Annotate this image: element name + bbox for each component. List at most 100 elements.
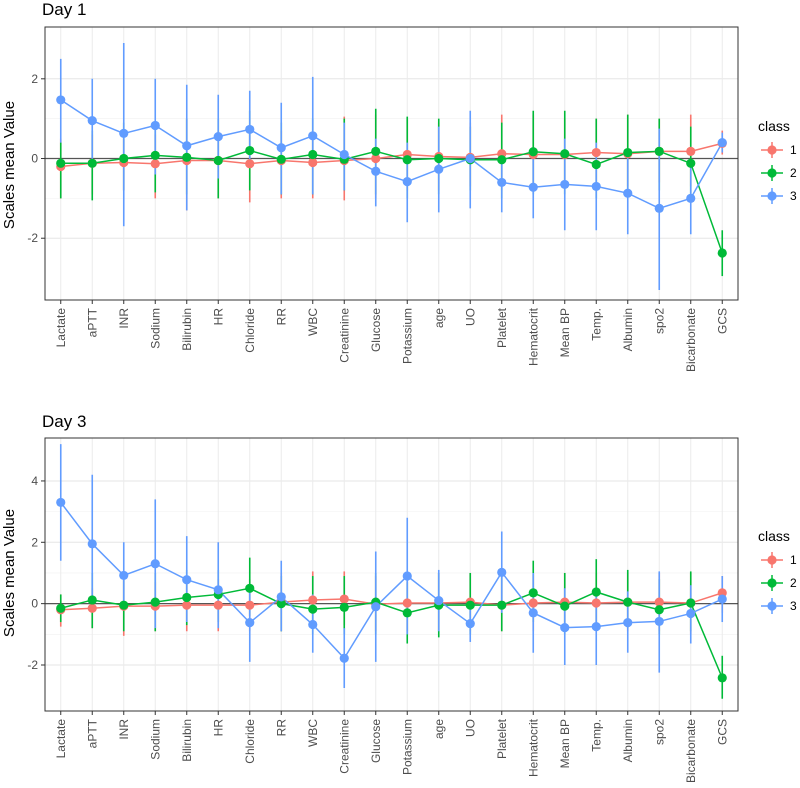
data-point-chloride <box>245 583 255 593</box>
data-point-rr <box>276 599 286 609</box>
series-line-1 <box>60 592 723 611</box>
x-tick-label-bicarbonate: Bicarbonate <box>684 719 698 783</box>
legend-items: 1 2 3 <box>761 552 797 614</box>
data-point-hematocrit <box>528 147 538 157</box>
data-point-chloride <box>245 124 255 135</box>
data-point-albumin <box>623 597 633 607</box>
data-point-rr <box>276 592 286 602</box>
data-point-creatinine <box>339 653 349 663</box>
data-point-sodium <box>150 159 160 169</box>
x-tick-label-bilirubin: Bilirubin <box>180 308 194 351</box>
data-point-platelet <box>497 177 507 188</box>
data-point-temp <box>591 181 601 192</box>
legend-label: 1 <box>790 143 797 157</box>
data-point-lactate <box>56 603 66 613</box>
panel-title: Day 1 <box>42 0 86 19</box>
x-tick-label-sodium: Sodium <box>148 308 162 349</box>
data-point-spo2 <box>654 605 664 615</box>
x-tick-label-platelet: Platelet <box>495 307 509 348</box>
x-tick-label-gcs: GCS <box>715 719 729 745</box>
data-point-hematocrit <box>528 588 538 598</box>
data-point-glucose <box>371 146 381 156</box>
data-point-aptt <box>87 116 97 126</box>
x-tick-label-temp: Temp. <box>589 308 603 341</box>
data-point-hematocrit <box>528 182 538 192</box>
data-point-wbc <box>308 131 318 141</box>
legend-key-point <box>767 191 777 201</box>
x-tick-label-wbc: WBC <box>306 308 320 336</box>
data-point-gcs <box>717 673 727 683</box>
data-point-temp <box>591 622 601 632</box>
legend-title: class <box>758 528 790 544</box>
legend-key-point <box>767 578 777 588</box>
x-tick-label-hr: HR <box>211 719 225 737</box>
x-tick-label-aptt: aPTT <box>85 307 99 337</box>
legend-key-point <box>767 168 777 178</box>
series-line-3 <box>60 99 723 210</box>
series-2 <box>59 557 724 699</box>
x-tick-label-spo2: spo2 <box>652 719 666 745</box>
data-point-glucose <box>371 153 381 164</box>
data-point-wbc <box>308 619 318 630</box>
series-line-2 <box>60 587 723 679</box>
data-point-potassium <box>402 608 412 618</box>
x-tick-label-creatinine: Creatinine <box>337 719 351 774</box>
data-point-bicarbonate <box>686 193 696 203</box>
y-tick-label: 2 <box>31 535 38 549</box>
data-point-spo2 <box>654 146 664 156</box>
y-axis-label: Scales mean Value <box>1 509 18 637</box>
x-tick-label-spo2: spo2 <box>652 308 666 334</box>
x-tick-label-albumin: Albumin <box>621 308 635 351</box>
data-point-gcs <box>717 137 727 148</box>
data-point-rr <box>276 154 286 164</box>
data-point-uo <box>465 600 475 610</box>
data-point-potassium <box>402 177 412 187</box>
series-line-2 <box>60 149 723 254</box>
data-point-mean-bp <box>560 149 570 159</box>
data-point-creatinine <box>339 594 349 604</box>
data-point-glucose <box>371 602 381 612</box>
x-tick-label-hematocrit: Hematocrit <box>526 718 540 777</box>
data-point-albumin <box>623 618 633 628</box>
data-point-lactate <box>56 95 66 105</box>
x-tick-label-albumin: Albumin <box>621 719 635 762</box>
y-tick-label: 0 <box>31 597 38 611</box>
plot-area: -2 0 2 Lactate aPTT INR Sodium Bilirubin HR Chlor… <box>27 26 739 372</box>
y-tick-label: 2 <box>31 72 38 86</box>
legend-item-2: 2 <box>761 575 797 591</box>
data-point-age <box>434 164 444 174</box>
data-point-age <box>434 153 444 164</box>
data-point-hematocrit <box>528 598 538 608</box>
data-point-hematocrit <box>528 608 538 618</box>
data-point-uo <box>465 618 475 629</box>
data-point-lactate <box>56 158 66 168</box>
data-point-spo2 <box>654 597 664 607</box>
x-tick-label-aptt: aPTT <box>85 718 99 748</box>
legend-key-point <box>767 555 777 565</box>
legend-label: 3 <box>790 189 797 203</box>
x-tick-label-wbc: WBC <box>306 719 320 747</box>
panel-border <box>44 26 739 301</box>
x-tick-label-sodium: Sodium <box>148 719 162 760</box>
legend-item-2: 2 <box>761 165 797 181</box>
x-tick-label-inr: INR <box>117 719 131 740</box>
series-line-1 <box>60 142 723 168</box>
x-tick-label-creatinine: Creatinine <box>337 308 351 363</box>
data-point-wbc <box>308 595 318 605</box>
data-point-bicarbonate <box>686 158 696 168</box>
legend-items: 1 2 3 <box>761 142 797 204</box>
x-tick-label-hr: HR <box>211 308 225 326</box>
data-point-chloride <box>245 145 255 156</box>
x-tick-label-lactate: Lactate <box>54 308 68 348</box>
data-point-platelet <box>497 155 507 165</box>
y-axis-label: Scales mean Value <box>1 101 18 229</box>
data-point-platelet <box>497 567 507 577</box>
data-point-inr <box>119 600 129 610</box>
x-tick-label-potassium: Potassium <box>400 308 414 364</box>
data-point-potassium <box>402 598 412 608</box>
data-point-aptt <box>87 158 97 168</box>
data-point-bilirubin <box>182 141 192 151</box>
x-tick-label-age: age <box>432 719 446 739</box>
x-tick-label-bicarbonate: Bicarbonate <box>684 308 698 372</box>
